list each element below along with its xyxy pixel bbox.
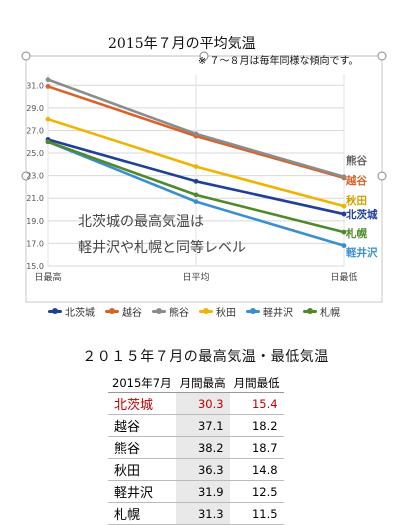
legend-item: 熊谷 <box>152 304 189 319</box>
data-point <box>341 174 347 180</box>
x-tick-label: 日平均 <box>182 271 209 283</box>
legend-item: 秋田 <box>199 304 236 319</box>
annotation-line-1: 北茨城の最高気温は <box>78 213 204 230</box>
y-tick-label: 15.0 <box>26 262 44 271</box>
row-name: 軽井沢 <box>108 480 176 503</box>
y-tick-label: 25.0 <box>26 149 44 158</box>
legend-item: 札幌 <box>303 304 340 319</box>
header-min: 月間最低 <box>229 374 284 393</box>
table-row: 札幌 31.3 11.5 <box>108 502 284 525</box>
data-point <box>193 131 199 137</box>
series-end-label: 秋田 <box>346 194 367 207</box>
table-row: 北茨城 30.3 15.4 <box>108 392 284 415</box>
table-row: 越谷 37.1 18.2 <box>108 414 284 437</box>
data-point <box>341 229 347 235</box>
row-max: 38.2 <box>175 436 230 459</box>
y-tick-label: 19.0 <box>26 217 44 226</box>
row-min: 15.4 <box>229 392 284 415</box>
legend-swatch <box>199 307 213 314</box>
handle-top-mid <box>199 51 209 61</box>
data-point <box>193 199 199 205</box>
legend-swatch <box>303 307 317 314</box>
data-point <box>341 211 347 217</box>
handle-top-left <box>21 51 31 61</box>
row-max: 31.9 <box>175 480 230 503</box>
x-tick-label: 日最高 <box>34 271 61 283</box>
data-point <box>193 178 199 184</box>
legend-swatch <box>105 307 119 314</box>
row-max: 36.3 <box>175 458 230 481</box>
row-name: 秋田 <box>108 458 176 481</box>
row-name: 札幌 <box>108 502 176 525</box>
data-point <box>193 164 199 170</box>
series-lines <box>45 77 347 249</box>
handle-left-mid <box>21 171 31 181</box>
legend-item: 北茨城 <box>48 304 95 319</box>
header-month: 2015年7月 <box>108 374 176 393</box>
row-min: 11.5 <box>229 502 284 525</box>
table-header-row: 2015年7月 月間最高 月間最低 <box>108 374 284 393</box>
chart-title: 2015年７月の平均気温 <box>108 36 256 52</box>
y-axis-ticks: 15.0 17.0 19.0 21.0 23.0 25.0 27.0 29.0 31.0 <box>26 81 44 271</box>
legend-swatch <box>48 307 62 314</box>
y-tick-label: 31.0 <box>26 81 44 90</box>
line-chart: 2015年７月の平均気温 ※ ７～８月は毎年同様な傾向です。 15.017.01… <box>21 36 387 303</box>
row-name: 熊谷 <box>108 436 176 459</box>
legend-label: 北茨城 <box>65 307 95 319</box>
row-name: 越谷 <box>108 414 176 437</box>
legend-label: 札幌 <box>320 307 340 319</box>
legend-label: 熊谷 <box>169 307 189 319</box>
row-max: 30.3 <box>175 392 230 415</box>
x-axis-ticks: 日最高 日平均 日最低 <box>34 271 357 283</box>
x-tick-label: 日最低 <box>330 271 357 283</box>
legend-item: 軽井沢 <box>246 304 293 319</box>
header-max: 月間最高 <box>175 374 230 393</box>
table-title: ２０１５年７月の最高気温・最低気温 <box>82 349 329 365</box>
data-point <box>45 116 51 122</box>
legend-swatch <box>246 307 260 314</box>
series-end-label: 軽井沢 <box>346 246 378 259</box>
series-end-label: 越谷 <box>345 174 367 187</box>
series-end-label: 札幌 <box>345 227 367 240</box>
row-min: 12.5 <box>229 480 284 503</box>
series-end-label: 北茨城 <box>346 208 378 221</box>
data-point <box>341 243 347 249</box>
row-max: 37.1 <box>175 414 230 437</box>
data-point <box>45 77 51 83</box>
legend-swatch <box>152 307 166 314</box>
chart-note: ※ ７～８月は毎年同様な傾向です。 <box>198 54 359 67</box>
y-tick-label: 21.0 <box>26 194 44 203</box>
row-min: 14.8 <box>229 458 284 481</box>
temperature-table: 2015年7月 月間最高 月間最低 北茨城 30.3 15.4 越谷 37.1 … <box>108 374 284 525</box>
data-point <box>341 203 347 209</box>
legend-label: 秋田 <box>216 307 236 319</box>
data-point <box>193 192 199 198</box>
legend-item: 越谷 <box>105 304 142 319</box>
handle-top-right <box>377 51 387 61</box>
data-point <box>45 139 51 145</box>
legend-label: 軽井沢 <box>263 307 293 319</box>
y-tick-label: 27.0 <box>26 126 44 135</box>
y-tick-label: 23.0 <box>26 172 44 181</box>
series-end-label: 熊谷 <box>346 154 367 167</box>
row-min: 18.7 <box>229 436 284 459</box>
plot-frame <box>25 55 383 303</box>
chart-panel: 2015年７月の平均気温 ※ ７～８月は毎年同様な傾向です。 15.0 17.0 1… <box>12 4 399 334</box>
data-point <box>45 84 51 89</box>
table-row: 秋田 36.3 14.8 <box>108 458 284 481</box>
y-tick-label: 17.0 <box>26 239 44 248</box>
row-min: 18.2 <box>229 414 284 437</box>
legend-label: 越谷 <box>122 307 142 319</box>
y-tick-label: 29.0 <box>26 104 44 113</box>
grid <box>47 74 345 267</box>
row-name: 北茨城 <box>108 392 176 415</box>
row-max: 31.3 <box>175 502 230 525</box>
chart-legend: 北茨城 越谷 熊谷 秋田 軽井沢 札幌 <box>48 304 398 319</box>
table-row: 熊谷 38.2 18.7 <box>108 436 284 459</box>
annotation-line-2: 軽井沢や札幌と同等レベル <box>78 239 246 256</box>
table-row: 軽井沢 31.9 12.5 <box>108 480 284 503</box>
handle-right-mid <box>377 171 387 181</box>
